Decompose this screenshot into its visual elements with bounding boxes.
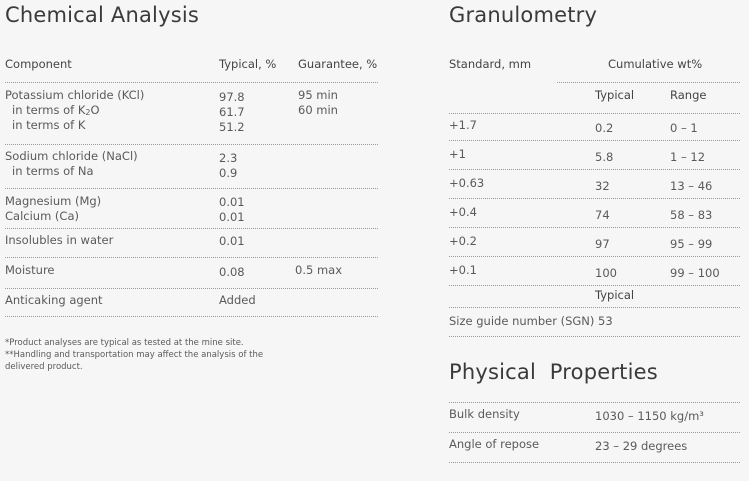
granulometry-standard: +0.63 bbox=[449, 176, 485, 190]
angle-of-repose-label: Angle of repose bbox=[449, 437, 540, 451]
divider bbox=[449, 462, 740, 463]
divider bbox=[449, 198, 740, 199]
sgn-label: Size guide number (SGN) bbox=[449, 314, 595, 328]
granulometry-typical: 5.8 bbox=[595, 150, 614, 164]
granulometry-standard: +1 bbox=[449, 147, 466, 161]
mg-typical: 0.01 bbox=[219, 195, 245, 209]
insolubles-label: Insolubles in water bbox=[5, 233, 114, 247]
moisture-guarantee: 0.5 max bbox=[295, 263, 342, 277]
cumulative-header: Cumulative wt% bbox=[608, 57, 703, 71]
granulometry-title: Granulometry bbox=[449, 3, 598, 27]
footnote: **Handling and transportation may affect… bbox=[5, 350, 264, 360]
kcl-guarantee: 95 min bbox=[298, 88, 338, 102]
divider bbox=[5, 82, 378, 83]
bulk-density-label: Bulk density bbox=[449, 407, 520, 421]
ca-label: Calcium (Ca) bbox=[5, 209, 79, 223]
physical-properties-title: Physical Properties bbox=[449, 360, 658, 384]
footnote: *Product analyses are typical as tested … bbox=[5, 338, 244, 348]
typical-header: Typical, % bbox=[219, 57, 277, 71]
typical-column-header: Typical bbox=[595, 88, 635, 102]
mg-label: Magnesium (Mg) bbox=[5, 194, 102, 208]
granulometry-range: 95 – 99 bbox=[670, 237, 713, 251]
granulometry-typical: 97 bbox=[595, 237, 610, 251]
divider bbox=[449, 432, 740, 433]
divider bbox=[449, 113, 740, 114]
k2o-guarantee: 60 min bbox=[298, 103, 338, 117]
divider bbox=[449, 140, 740, 141]
divider bbox=[449, 256, 740, 257]
granulometry-typical: 32 bbox=[595, 179, 610, 193]
moisture-label: Moisture bbox=[5, 263, 55, 277]
divider bbox=[5, 188, 378, 189]
guarantee-header: Guarantee, % bbox=[298, 57, 378, 71]
granulometry-standard: +1.7 bbox=[449, 118, 477, 132]
insolubles-typical: 0.01 bbox=[219, 234, 245, 248]
granulometry-range: 1 – 12 bbox=[670, 150, 706, 164]
chemical-analysis-title: Chemical Analysis bbox=[5, 3, 200, 27]
anticaking-typical: Added bbox=[219, 293, 256, 307]
anticaking-label: Anticaking agent bbox=[5, 293, 103, 307]
divider bbox=[5, 144, 378, 145]
granulometry-standard: +0.1 bbox=[449, 263, 477, 277]
component-header: Component bbox=[5, 57, 72, 71]
k-label: in terms of K bbox=[12, 118, 86, 132]
k-typical: 51.2 bbox=[219, 120, 245, 134]
na-typical: 0.9 bbox=[219, 166, 238, 180]
ca-typical: 0.01 bbox=[219, 210, 245, 224]
standard-header: Standard, mm bbox=[449, 57, 532, 71]
divider bbox=[449, 336, 740, 337]
divider bbox=[449, 402, 740, 403]
sgn-typical-header: Typical bbox=[595, 288, 635, 302]
granulometry-typical: 100 bbox=[595, 266, 617, 280]
bulk-density-value: 1030 – 1150 kg/m³ bbox=[595, 409, 704, 423]
granulometry-range: 58 – 83 bbox=[670, 208, 713, 222]
divider bbox=[5, 257, 378, 258]
kcl-label: Potassium chloride (KCl) bbox=[5, 88, 145, 102]
divider bbox=[5, 288, 378, 289]
granulometry-standard: +0.2 bbox=[449, 234, 477, 248]
granulometry-typical: 74 bbox=[595, 208, 610, 222]
granulometry-typical: 0.2 bbox=[595, 121, 614, 135]
moisture-typical: 0.08 bbox=[219, 265, 245, 279]
granulometry-range: 99 – 100 bbox=[670, 266, 720, 280]
range-column-header: Range bbox=[670, 88, 707, 102]
footnote: delivered product. bbox=[5, 362, 83, 372]
nacl-typical: 2.3 bbox=[219, 151, 238, 165]
sgn-value: 53 bbox=[598, 314, 613, 328]
na-label: in terms of Na bbox=[12, 164, 94, 178]
divider bbox=[5, 228, 378, 229]
divider bbox=[449, 227, 740, 228]
divider bbox=[557, 82, 740, 83]
divider bbox=[449, 307, 740, 308]
granulometry-standard: +0.4 bbox=[449, 205, 477, 219]
divider bbox=[449, 285, 740, 286]
k2o-label: in terms of K2O bbox=[12, 103, 100, 117]
divider bbox=[5, 316, 378, 317]
divider bbox=[449, 169, 740, 170]
kcl-typical: 97.8 bbox=[219, 90, 245, 104]
granulometry-range: 0 – 1 bbox=[670, 121, 698, 135]
nacl-label: Sodium chloride (NaCl) bbox=[5, 149, 138, 163]
angle-of-repose-value: 23 – 29 degrees bbox=[595, 439, 688, 453]
k2o-typical: 61.7 bbox=[219, 105, 245, 119]
granulometry-range: 13 – 46 bbox=[670, 179, 713, 193]
